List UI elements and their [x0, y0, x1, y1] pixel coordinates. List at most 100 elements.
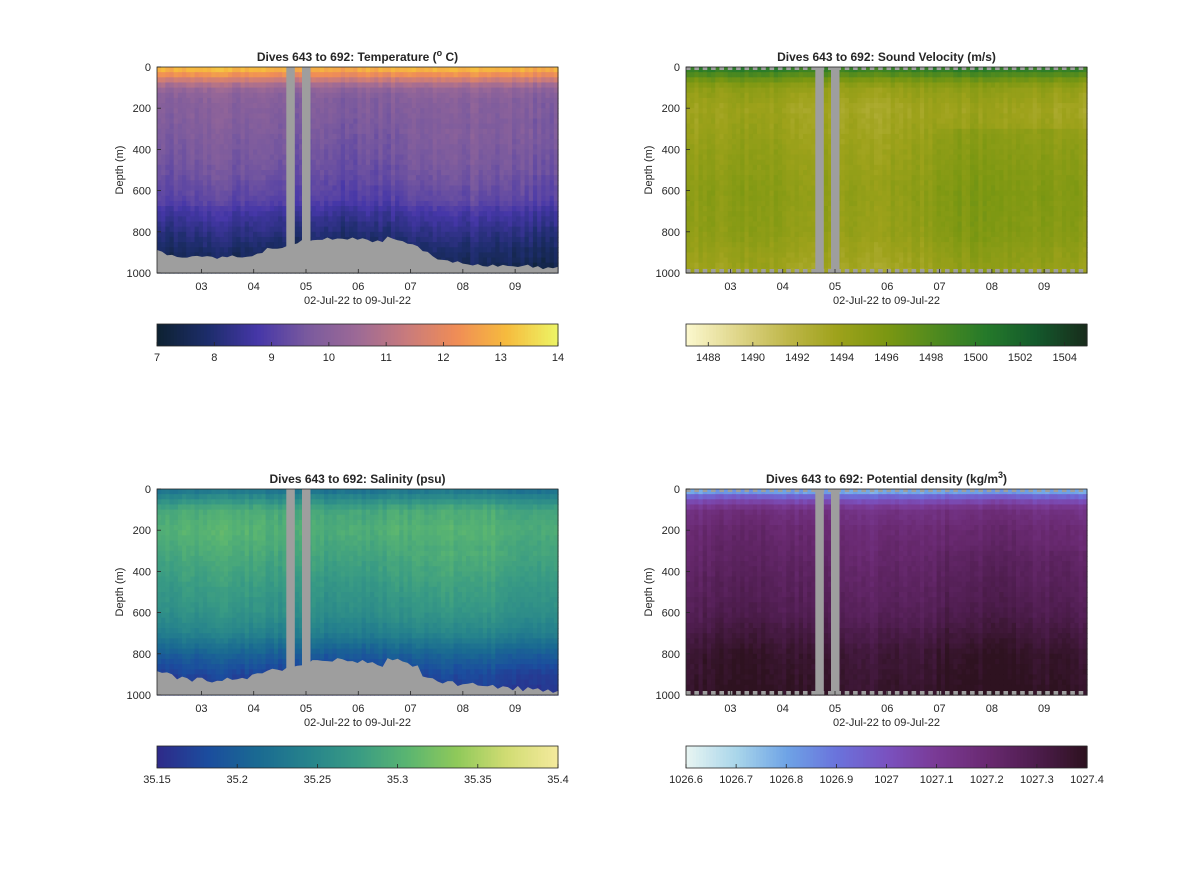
heatmap-cell: [273, 113, 279, 120]
heatmap-cell: [752, 139, 758, 145]
heatmap-cell: [299, 108, 304, 114]
heatmap-cell: [499, 242, 505, 248]
heatmap-cell: [228, 164, 233, 171]
heatmap-cell: [466, 247, 471, 253]
heatmap-cell: [420, 226, 425, 233]
heatmap-cell: [495, 149, 501, 156]
heatmap-cell: [757, 226, 762, 233]
heatmap-cell: [311, 77, 317, 84]
heatmap-cell: [432, 139, 438, 145]
heatmap-cell: [261, 144, 267, 150]
heatmap-cell: [512, 113, 517, 120]
heatmap-cell: [466, 72, 471, 78]
heatmap-cell: [482, 190, 488, 197]
heatmap-cell: [486, 200, 492, 207]
heatmap-cell: [520, 175, 526, 181]
heatmap-cell: [403, 221, 409, 228]
heatmap-cell: [215, 190, 221, 197]
heatmap-cell: [278, 236, 283, 243]
heatmap-cell: [403, 185, 409, 192]
heatmap-cell: [294, 103, 300, 109]
heatmap-cell: [457, 103, 463, 109]
heatmap-cell: [782, 185, 787, 192]
heatmap-cell: [378, 164, 384, 171]
heatmap-cell: [311, 180, 317, 187]
heatmap-cell: [194, 118, 200, 125]
heatmap-cell: [386, 180, 392, 187]
heatmap-cell: [449, 103, 455, 109]
colorbar-segment: [531, 324, 536, 346]
heatmap-cell: [294, 82, 300, 89]
heatmap-cell: [782, 67, 787, 73]
heatmap-cell: [445, 236, 450, 243]
heatmap-cell: [265, 216, 271, 223]
heatmap-cell: [340, 92, 346, 99]
heatmap-cell: [269, 144, 275, 150]
heatmap-cell: [744, 190, 750, 197]
heatmap-cell: [319, 175, 325, 181]
heatmap-cell: [449, 175, 455, 181]
heatmap-cell: [253, 133, 258, 140]
heatmap-cell: [207, 123, 212, 130]
heatmap-cell: [694, 139, 700, 145]
heatmap-cell: [374, 97, 379, 104]
heatmap-cell: [736, 97, 741, 104]
heatmap-cell: [453, 200, 459, 207]
y-tick-label: 400: [133, 144, 151, 156]
heatmap-cell: [541, 185, 547, 192]
heatmap-cell: [382, 113, 388, 120]
heatmap-cell: [328, 113, 334, 120]
heatmap-cell: [503, 82, 509, 89]
heatmap-cell: [478, 133, 484, 140]
heatmap-cell: [686, 87, 691, 94]
colorbar-segment: [491, 324, 496, 346]
heatmap-cell: [319, 200, 325, 207]
heatmap-cell: [344, 231, 350, 238]
heatmap-cell: [278, 221, 283, 228]
heatmap-cell: [715, 252, 721, 259]
heatmap-cell: [278, 149, 283, 156]
heatmap-cell: [457, 257, 463, 264]
colorbar-segment: [357, 324, 362, 346]
heatmap-cell: [499, 170, 505, 176]
heatmap-cell: [361, 185, 367, 192]
heatmap-cell: [173, 113, 179, 120]
heatmap-cell: [765, 118, 771, 125]
heatmap-cell: [698, 108, 704, 114]
heatmap-cell: [486, 175, 492, 181]
heatmap-cell: [727, 149, 733, 156]
heatmap-cell: [420, 206, 425, 212]
heatmap-cell: [528, 77, 534, 84]
heatmap-cell: [223, 128, 229, 135]
heatmap-cell: [365, 180, 371, 187]
heatmap-cell: [482, 170, 488, 176]
heatmap-cell: [698, 154, 704, 161]
heatmap-cell: [248, 180, 254, 187]
heatmap-cell: [182, 103, 187, 109]
heatmap-cell: [219, 190, 225, 197]
heatmap-cell: [253, 164, 258, 171]
heatmap-cell: [265, 128, 271, 135]
heatmap-cell: [219, 185, 225, 192]
heatmap-cell: [528, 247, 534, 253]
heatmap-cell: [244, 72, 250, 78]
heatmap-cell: [299, 195, 304, 202]
heatmap-cell: [757, 67, 762, 73]
heatmap-cell: [727, 154, 733, 161]
heatmap-cell: [537, 123, 542, 130]
heatmap-cell: [365, 113, 371, 120]
heatmap-cell: [752, 231, 758, 238]
heatmap-cell: [777, 133, 783, 140]
heatmap-cell: [752, 170, 758, 176]
heatmap-cell: [198, 206, 204, 212]
heatmap-cell: [466, 221, 471, 228]
heatmap-cell: [390, 190, 396, 197]
heatmap-cell: [723, 113, 729, 120]
heatmap-cell: [428, 221, 434, 228]
heatmap-cell: [495, 200, 501, 207]
heatmap-cell: [432, 226, 438, 233]
heatmap-cell: [532, 262, 538, 269]
heatmap-cell: [382, 216, 388, 223]
heatmap-cell: [228, 226, 233, 233]
heatmap-cell: [491, 103, 496, 109]
